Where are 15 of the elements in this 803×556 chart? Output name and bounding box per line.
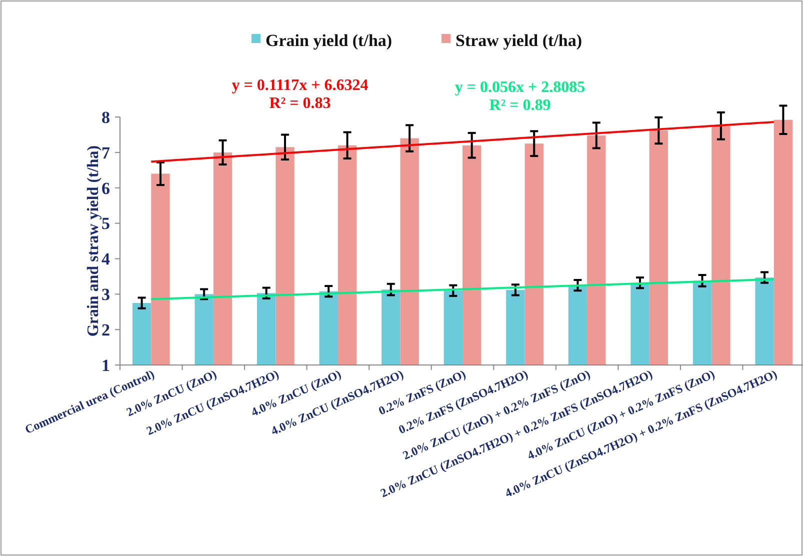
- legend-label: Straw yield (t/ha): [456, 30, 582, 50]
- y-tick-label: 4: [102, 250, 110, 269]
- text: y = 0.056x + 2.8085: [454, 79, 586, 96]
- y-tick-label: 6: [102, 178, 110, 198]
- text: y = 0.1117x + 6.6324: [232, 77, 368, 94]
- y-tick-label: 2: [102, 320, 110, 340]
- text: R² = 0.89: [489, 97, 551, 114]
- y-tick-label: 7: [102, 143, 110, 162]
- y-tick-label: 3: [102, 285, 110, 304]
- text: R² = 0.83: [269, 95, 331, 112]
- legend-label: Grain yield (t/ha): [266, 30, 392, 50]
- y-axis-title: Grain and straw yield (t/ha): [85, 145, 102, 337]
- y-tick-label: 8: [102, 108, 110, 127]
- y-tick-label: 1: [102, 356, 110, 375]
- y-tick-label: 5: [102, 214, 110, 234]
